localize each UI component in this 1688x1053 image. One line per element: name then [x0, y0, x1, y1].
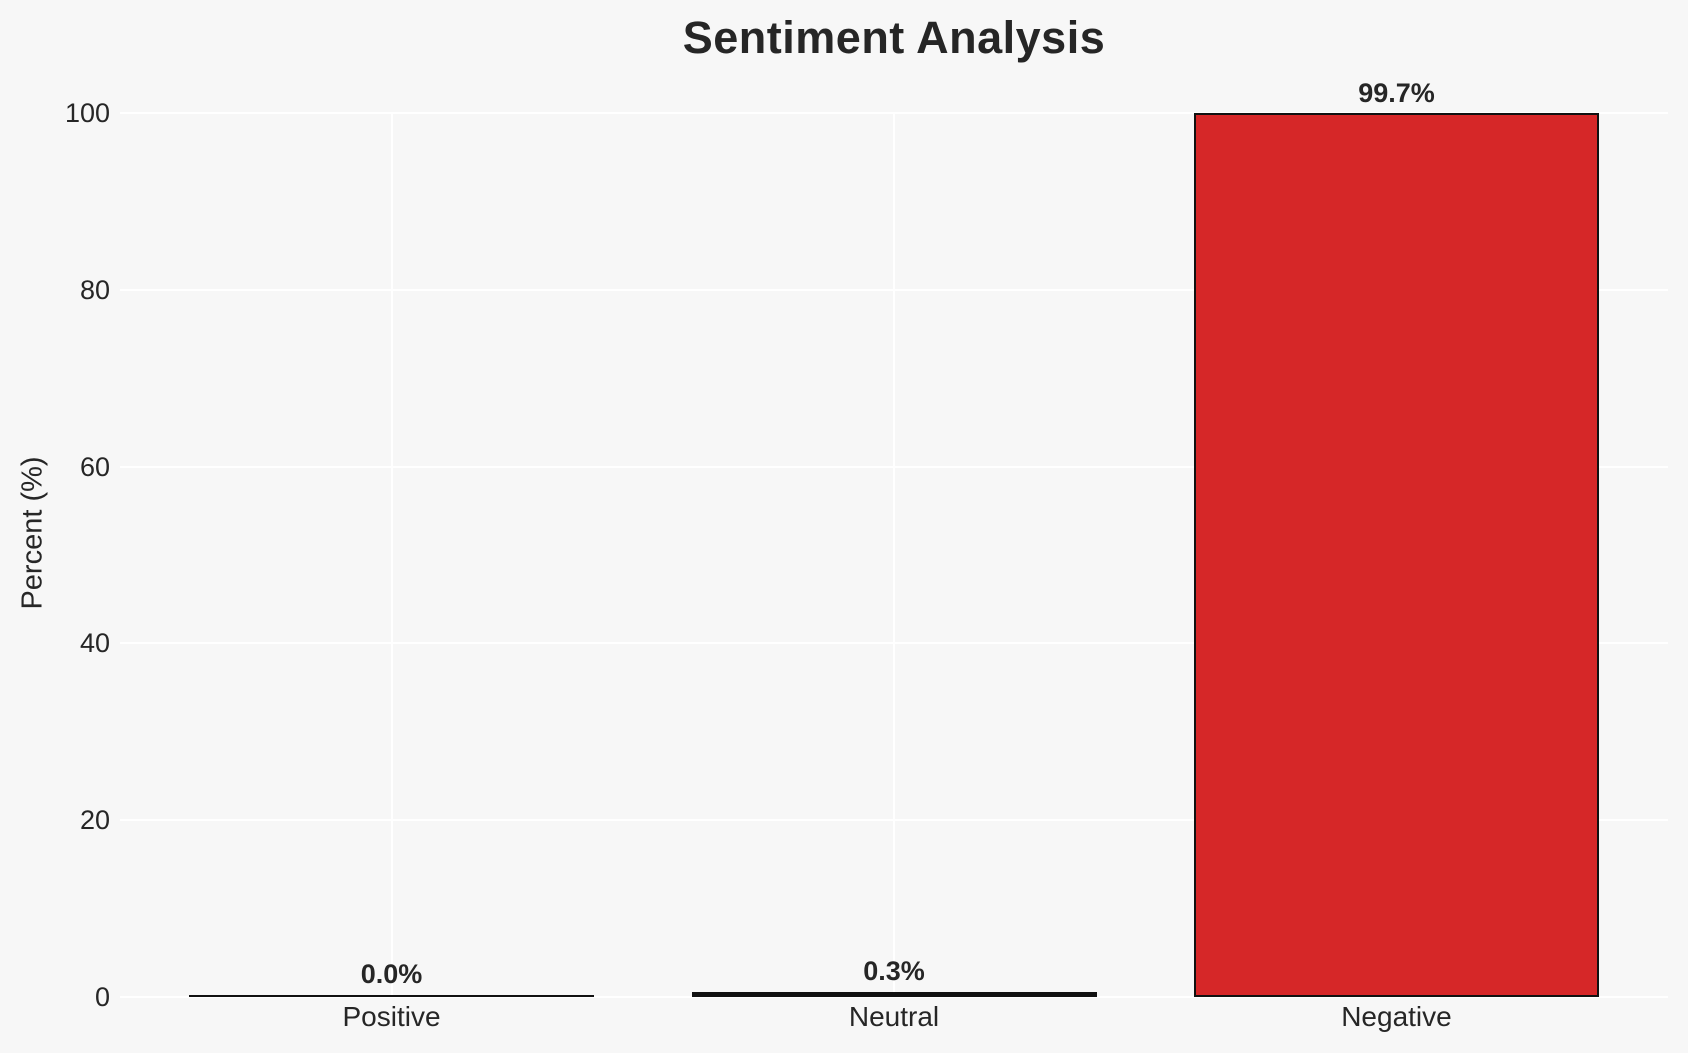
gridline-vertical: [893, 113, 895, 997]
y-tick-label: 80: [79, 274, 110, 305]
x-category-label: Neutral: [848, 1001, 940, 1032]
gridline-vertical: [390, 113, 393, 997]
bar-positive: [189, 994, 595, 997]
y-tick-label: 40: [79, 628, 110, 659]
chart-title: Sentiment Analysis: [682, 12, 1106, 63]
bar-negative: [1193, 113, 1599, 997]
y-tick-label: 100: [64, 98, 110, 128]
bar-value-label: 99.7%: [1358, 77, 1435, 108]
x-category-label: Negative: [1341, 1001, 1452, 1032]
gridline-horizontal: [120, 996, 1668, 998]
y-tick-label: 0: [94, 982, 110, 1012]
bar-value-label: 0.3%: [863, 956, 925, 987]
y-tick-label: 60: [79, 451, 110, 482]
bar-neutral: [691, 991, 1097, 997]
x-category-label: Positive: [342, 1001, 441, 1032]
bar-value-label: 0.0%: [360, 959, 423, 989]
y-tick-label: 20: [79, 805, 110, 836]
